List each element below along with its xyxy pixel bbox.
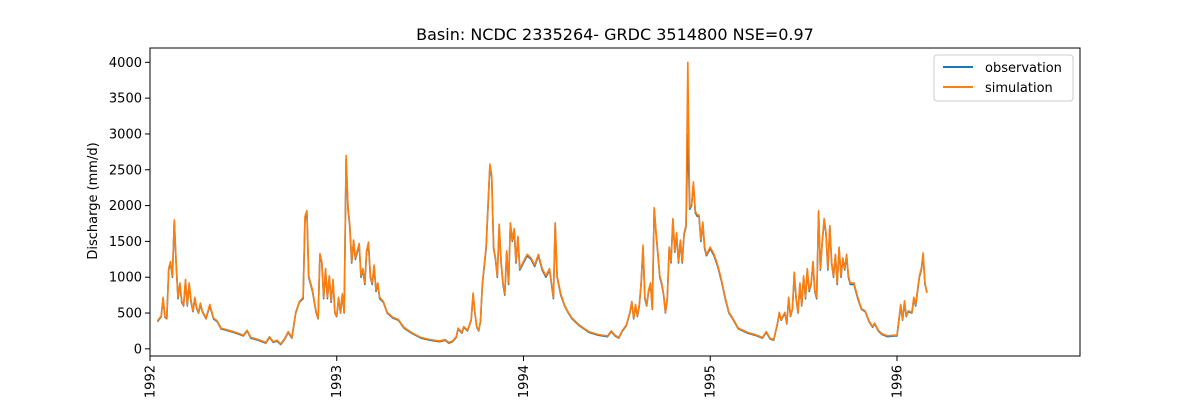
y-tick-label: 500 xyxy=(117,307,142,322)
series-line-simulation xyxy=(156,61,928,345)
plot-frame xyxy=(149,47,1081,357)
chart-title: Basin: NCDC 2335264- GRDC 3514800 NSE=0.… xyxy=(416,25,814,44)
x-tick-label: 1993 xyxy=(330,365,345,398)
y-tick-label: 2000 xyxy=(109,199,142,214)
x-tick-label: 1994 xyxy=(517,365,532,398)
plot-area xyxy=(156,61,928,346)
y-axis: 0 500 1000 1500 2000 2500 3000 3500 4000 xyxy=(109,56,150,357)
x-tick-label: 1996 xyxy=(890,365,905,398)
y-tick-label: 2500 xyxy=(109,163,142,178)
y-tick-label: 4000 xyxy=(109,56,142,71)
y-tick-label: 1500 xyxy=(109,235,142,250)
y-axis-label: Discharge (mm/d) xyxy=(86,142,101,259)
x-tick-label: 1995 xyxy=(704,365,719,398)
y-tick-label: 3000 xyxy=(109,127,142,142)
legend-label-simulation: simulation xyxy=(985,81,1053,96)
legend: observation simulation xyxy=(933,54,1074,102)
y-tick-label: 0 xyxy=(134,342,142,357)
y-tick-label: 3500 xyxy=(109,92,142,107)
legend-label-observation: observation xyxy=(985,61,1062,76)
x-tick-label: 1992 xyxy=(144,365,159,398)
y-tick-label: 1000 xyxy=(109,271,142,286)
x-axis: 1992 1993 1994 1995 1996 xyxy=(144,356,905,398)
